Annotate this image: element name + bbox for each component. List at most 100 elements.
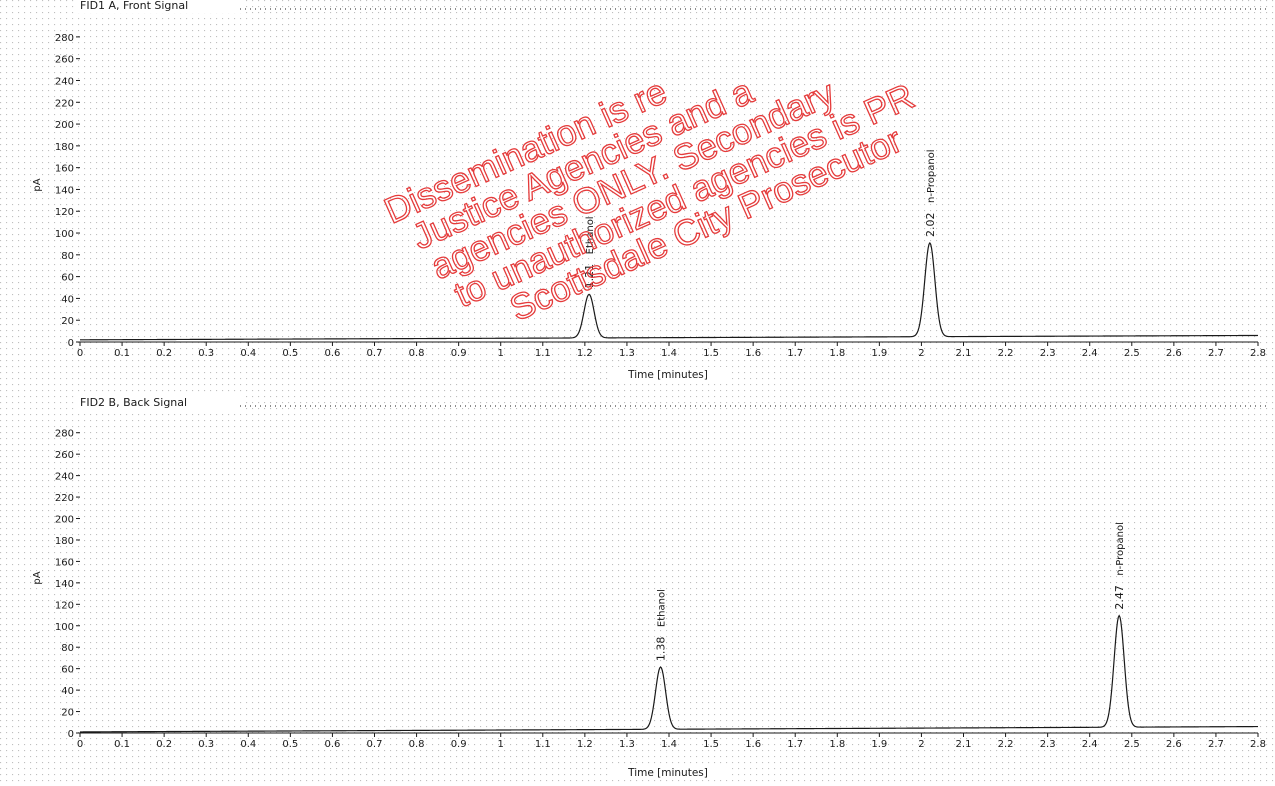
y-tick-label: 160 [55, 557, 74, 568]
title-mask [74, 396, 244, 410]
x-tick-label: 0.5 [282, 348, 298, 359]
peak-annotation: 2.47 n-Propanol [1113, 522, 1126, 610]
x-tick-label: 1.7 [787, 739, 803, 750]
x-tick-label: 0.9 [451, 348, 467, 359]
peak-compound-name: Ethanol [657, 589, 668, 627]
x-tick-label: 0.3 [198, 739, 214, 750]
y-tick-label: 200 [55, 120, 74, 131]
x-tick-label: 0.3 [198, 348, 214, 359]
x-tick-label: 2 [918, 739, 924, 750]
x-tick-label: 1.1 [535, 348, 551, 359]
x-tick-label: 0 [77, 739, 83, 750]
x-tick-label: 1.9 [871, 348, 887, 359]
x-tick-label: 1.9 [871, 739, 887, 750]
x-tick-label: 0.1 [114, 348, 130, 359]
x-tick-label: 0.2 [156, 739, 172, 750]
x-tick-label: 2.3 [1040, 739, 1056, 750]
y-tick-label: 180 [55, 536, 74, 547]
x-tick-label: 1.6 [745, 739, 761, 750]
x-tick-label: 0.1 [114, 739, 130, 750]
y-tick-label: 80 [61, 251, 74, 262]
peak-retention-time: 1.38 [655, 637, 668, 662]
x-tick-label: 0.9 [451, 739, 467, 750]
x-tick-label: 1.4 [661, 348, 677, 359]
x-axis-label: Time [minutes] [627, 369, 708, 381]
x-tick-label: 2.8 [1250, 739, 1266, 750]
x-tick-label: 1.2 [577, 348, 593, 359]
peak-retention-time: 2.47 [1113, 585, 1126, 610]
x-tick-label: 0.7 [367, 739, 383, 750]
y-tick-label: 220 [55, 98, 74, 109]
peak-annotation: 2.02 n-Propanol [924, 149, 937, 237]
x-tick-label: 1.1 [535, 739, 551, 750]
xlabel-mask [610, 367, 730, 381]
y-tick-label: 140 [55, 579, 74, 590]
signal-trace [80, 241, 1259, 341]
y-axis-label: pA [32, 571, 43, 584]
y-tick-label: 140 [55, 185, 74, 196]
x-tick-label: 2.5 [1124, 348, 1140, 359]
peak-compound-name: n-Propanol [1115, 522, 1126, 576]
y-tick-label: 260 [55, 450, 74, 461]
peak-annotation: 1.21 Ethanol [583, 216, 596, 288]
x-tick-label: 2.1 [956, 739, 972, 750]
x-tick-label: 1.6 [745, 348, 761, 359]
x-tick-label: 2.6 [1166, 348, 1182, 359]
chart-title: FID1 A, Front Signal [80, 0, 188, 12]
y-tick-label: 200 [55, 515, 74, 526]
y-tick-label: 260 [55, 55, 74, 66]
x-tick-label: 1 [498, 348, 504, 359]
peak-compound-name: n-Propanol [926, 149, 937, 203]
x-tick-label: 2.5 [1124, 739, 1140, 750]
y-tick-label: 80 [61, 643, 74, 654]
x-tick-label: 0.8 [409, 348, 425, 359]
x-tick-label: 2.2 [998, 739, 1014, 750]
y-tick-label: 240 [55, 472, 74, 483]
chart-panel-2: FID2 B, Back Signal020406080100120140160… [32, 396, 1268, 779]
peak-retention-time: 2.02 [924, 212, 937, 237]
y-tick-label: 20 [61, 316, 74, 327]
peak-retention-time: 1.21 [583, 264, 596, 289]
x-tick-label: 2.7 [1208, 739, 1224, 750]
x-tick-label: 1.8 [829, 348, 845, 359]
x-tick-label: 0.4 [240, 739, 256, 750]
x-tick-label: 1.2 [577, 739, 593, 750]
x-axis-label: Time [minutes] [627, 767, 708, 779]
x-tick-label: 0.8 [409, 739, 425, 750]
title-mask [74, 0, 244, 13]
xlabel-mask [610, 765, 730, 779]
x-tick-label: 1.8 [829, 739, 845, 750]
y-tick-label: 160 [55, 164, 74, 175]
y-tick-label: 0 [68, 729, 74, 740]
peak-annotation: 1.38 Ethanol [655, 589, 668, 661]
y-tick-label: 120 [55, 207, 74, 218]
x-tick-label: 0.6 [324, 739, 340, 750]
y-tick-label: 0 [68, 338, 74, 349]
x-tick-label: 1.5 [703, 739, 719, 750]
x-tick-label: 2.4 [1082, 739, 1098, 750]
y-tick-label: 100 [55, 622, 74, 633]
x-tick-label: 2.4 [1082, 348, 1098, 359]
y-tick-label: 280 [55, 429, 74, 440]
y-tick-label: 40 [61, 294, 74, 305]
x-tick-label: 0.2 [156, 348, 172, 359]
y-tick-label: 20 [61, 708, 74, 719]
y-tick-label: 280 [55, 33, 74, 44]
chart-panel-1: FID1 A, Front Signal 0 20 40 60 80 100 120 140 16… [32, 0, 1268, 381]
x-tick-label: 0.4 [240, 348, 256, 359]
x-tick-label: 2.7 [1208, 348, 1224, 359]
x-tick-label: 1 [498, 739, 504, 750]
y-tick-label: 60 [61, 273, 74, 284]
x-tick-label: 2 [918, 348, 924, 359]
x-tick-label: 2.1 [956, 348, 972, 359]
y-tick-label: 60 [61, 665, 74, 676]
x-tick-label: 2.6 [1166, 739, 1182, 750]
y-tick-label: 100 [55, 229, 74, 240]
y-tick-label: 40 [61, 686, 74, 697]
x-tick-label: 0.6 [324, 348, 340, 359]
x-tick-label: 2.8 [1250, 348, 1266, 359]
x-tick-label: 1.4 [661, 739, 677, 750]
